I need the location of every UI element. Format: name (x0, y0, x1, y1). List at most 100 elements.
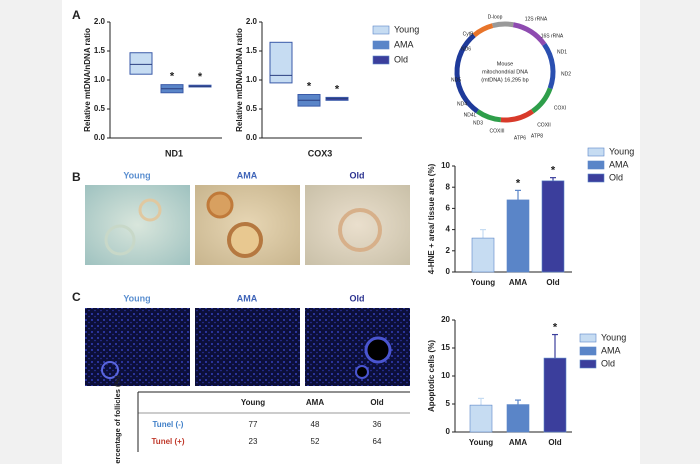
legend-label: Young (609, 146, 634, 156)
mtdna-gene: ND2 (561, 71, 571, 77)
y-tick-label: 0.5 (94, 104, 106, 113)
y-axis-label: Relative mtDNA/nDNA ratio (83, 28, 92, 132)
legend-swatch (587, 173, 605, 183)
y-tick-label: 0.0 (94, 133, 106, 142)
mtdna-gene: ND4 (457, 101, 467, 107)
y-axis-label: Relative mtDNA/nDNA ratio (235, 28, 244, 132)
y-tick-label: 0 (446, 427, 451, 436)
table: Percentage of follicles (%) (113, 375, 410, 464)
legend-label: Young (394, 24, 419, 34)
table-row-label: Tunel (+) (152, 437, 185, 446)
table-cell: 23 (249, 437, 258, 446)
y-tick-label: 0 (446, 267, 451, 276)
x-tick-label: Young (471, 278, 495, 287)
mtdna-gene: ATP8 (531, 133, 543, 139)
table-row-header: Percentage of follicles (%) (113, 375, 122, 464)
follicle (206, 191, 234, 219)
table-cell: 64 (373, 437, 382, 446)
y-tick-label: 10 (441, 161, 450, 170)
micrograph (85, 308, 190, 386)
y-tick-label: 20 (441, 315, 450, 324)
micrograph-label: AMA (237, 293, 258, 303)
mtdna-gene: ATP6 (514, 135, 526, 141)
follicle (355, 365, 369, 379)
mtdna-segment (454, 33, 479, 114)
mtdna-title: mitochondrial DNA (482, 69, 528, 75)
range-box (269, 41, 293, 84)
micrograph-label: AMA (237, 170, 258, 180)
x-axis-label: COX3 (308, 148, 333, 158)
table-row-label: Tunel (-) (153, 420, 184, 429)
y-tick-label: 1.5 (94, 46, 106, 55)
micrograph-label: Old (350, 170, 365, 180)
bar (541, 180, 565, 273)
micrograph-label: Young (123, 170, 150, 180)
micrograph-label: Old (350, 293, 365, 303)
significance-marker: * (198, 71, 203, 83)
follicle (227, 222, 263, 258)
panel-label: C (72, 290, 81, 304)
legend-label: AMA (609, 159, 629, 169)
y-axis-label: 4-HNE + area/ tissue area (%) (427, 163, 436, 274)
mtdna-gene: 12S rRNA (525, 16, 548, 22)
mtdna-segment (476, 109, 502, 123)
legend-swatch (579, 346, 597, 356)
legend-swatch (372, 40, 390, 50)
panel-label: A (72, 8, 81, 22)
mtdna-gene: COXII (537, 122, 551, 128)
legend-swatch (579, 333, 597, 343)
significance-marker: * (307, 80, 312, 92)
x-tick-label: Old (546, 278, 559, 287)
legend-swatch (372, 25, 390, 35)
follicle (364, 336, 392, 364)
mtdna-title: Mouse (497, 61, 514, 67)
table-header: Old (370, 398, 383, 407)
mtdna-map: Mouse mitochondrial DNA (mtDNA) 16,295 bp D… (451, 14, 571, 141)
y-tick-label: 5 (446, 399, 451, 408)
micrographs-c (85, 308, 410, 386)
table-cell: 48 (311, 420, 320, 429)
y-tick-label: 2.0 (94, 17, 106, 26)
bar (471, 237, 495, 273)
significance-marker: * (335, 83, 340, 95)
legend-label: Old (394, 54, 408, 64)
y-tick-label: 1.0 (246, 75, 258, 84)
legend-label: AMA (601, 345, 621, 355)
micrograph (195, 308, 300, 386)
x-tick-label: AMA (509, 278, 527, 287)
table-header: AMA (306, 398, 324, 407)
mtdna-segment (531, 87, 553, 114)
range-box (129, 52, 153, 75)
mtdna-gene: CytB (463, 31, 475, 37)
significance-marker: * (170, 71, 175, 83)
table-header: Young (241, 398, 265, 407)
y-tick-label: 4 (446, 225, 451, 234)
mtdna-gene: ND3 (473, 120, 483, 126)
y-tick-label: 2 (446, 246, 451, 255)
mtdna-segment (512, 22, 547, 46)
mtdna-segment (542, 43, 556, 90)
y-tick-label: 0.0 (246, 133, 258, 142)
legend-swatch (372, 55, 390, 65)
micrograph (85, 185, 190, 265)
y-tick-label: 15 (441, 343, 450, 352)
table-cell: 77 (249, 420, 258, 429)
mtdna-title: (mtDNA) 16,295 bp (481, 77, 528, 83)
bar (506, 199, 530, 273)
y-tick-label: 1.0 (94, 75, 106, 84)
mtdna-gene: ND5 (451, 77, 461, 83)
x-tick-label: AMA (509, 438, 527, 447)
x-tick-label: Young (469, 438, 493, 447)
x-axis-label: ND1 (165, 148, 183, 158)
y-tick-label: 8 (446, 182, 451, 191)
legend-swatch (587, 160, 605, 170)
follicle (138, 198, 162, 222)
mtdna-gene: 16S rRNA (541, 33, 564, 39)
legend-label: Young (601, 332, 626, 342)
legend-label: AMA (394, 39, 414, 49)
bar (506, 404, 530, 433)
panel-label: B (72, 170, 81, 184)
micrograph (305, 185, 410, 265)
y-tick-label: 1.5 (246, 46, 258, 55)
